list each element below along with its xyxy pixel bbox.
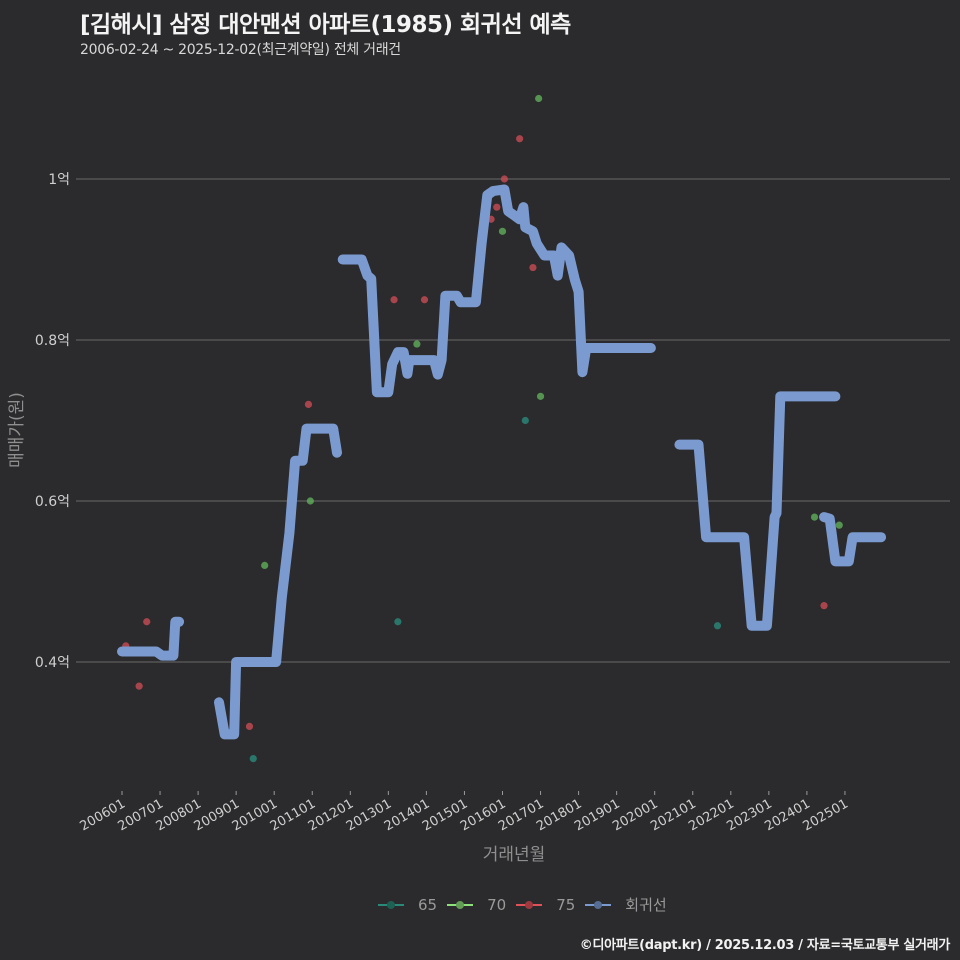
legend-label: 75	[556, 895, 576, 914]
regression-line-segment	[337, 184, 656, 398]
data-point-75	[143, 618, 151, 626]
data-point-65	[394, 618, 402, 626]
y-tick-label: 0.4억	[35, 655, 70, 671]
legend-label: 70	[487, 895, 507, 914]
data-point-75	[420, 296, 429, 304]
chart-title: [김해시] 삼정 대안맨션 아파트(1985) 회귀선 예측	[80, 12, 571, 38]
footer-credit: ©디아파트(dapt.kr) / 2025.12.03 / 자료=국토교통부 실…	[579, 938, 951, 953]
legend-item-0: 65	[378, 896, 437, 914]
data-point-70	[835, 521, 843, 529]
y-axis-title: 매매가(원)	[7, 392, 27, 468]
x-axis-title: 거래년월	[483, 845, 546, 865]
regression-line-segment	[214, 423, 342, 740]
data-point-75	[304, 400, 313, 408]
data-point-75	[516, 135, 524, 143]
data-point-70	[498, 227, 507, 235]
legend-label: 회귀선	[625, 896, 667, 914]
legend-swatch-icon	[516, 898, 543, 912]
data-point-75	[493, 203, 501, 211]
regression-line-segment	[117, 616, 185, 661]
data-point-70	[810, 513, 819, 521]
regression-line-segment	[819, 512, 887, 567]
y-tick-label: 0.8억	[35, 333, 70, 349]
legend-item-2: 75	[516, 896, 575, 914]
regression-line-segment	[674, 391, 841, 631]
y-axis-ticks: 0.4억 0.6억 0.8억 1억	[35, 172, 70, 671]
gridlines	[76, 178, 950, 663]
legend-item-1: 70	[447, 896, 506, 914]
data-point-75	[390, 296, 398, 304]
legend-swatch-icon	[447, 898, 474, 912]
legend-swatch-icon	[585, 898, 612, 912]
data-point-70	[535, 94, 543, 103]
regression-line	[117, 184, 887, 740]
data-point-70	[261, 561, 269, 570]
legend-swatch-icon	[378, 898, 404, 912]
data-point-75	[135, 682, 143, 690]
data-point-70	[536, 392, 545, 400]
data-point-70	[306, 497, 314, 505]
data-point-65	[249, 755, 257, 763]
data-point-75	[500, 175, 509, 183]
chart-subtitle: 2006-02-24 ~ 2025-12-02(최근계약일) 전체 거래건	[80, 42, 401, 58]
x-axis-ticks: 2006012007012008012009012010012011012012…	[78, 791, 851, 834]
data-point-75	[820, 602, 828, 610]
legend-item-3: 회귀선	[585, 894, 667, 915]
data-point-75	[245, 722, 254, 731]
legend-label: 65	[418, 895, 438, 914]
data-point-75	[529, 263, 537, 272]
data-point-65	[521, 416, 529, 425]
legend: 65 70 75 회귀선	[378, 894, 677, 915]
data-point-70	[413, 340, 421, 348]
y-tick-label: 0.6억	[35, 494, 70, 510]
y-tick-label: 1억	[48, 172, 70, 188]
data-point-65	[713, 622, 722, 630]
